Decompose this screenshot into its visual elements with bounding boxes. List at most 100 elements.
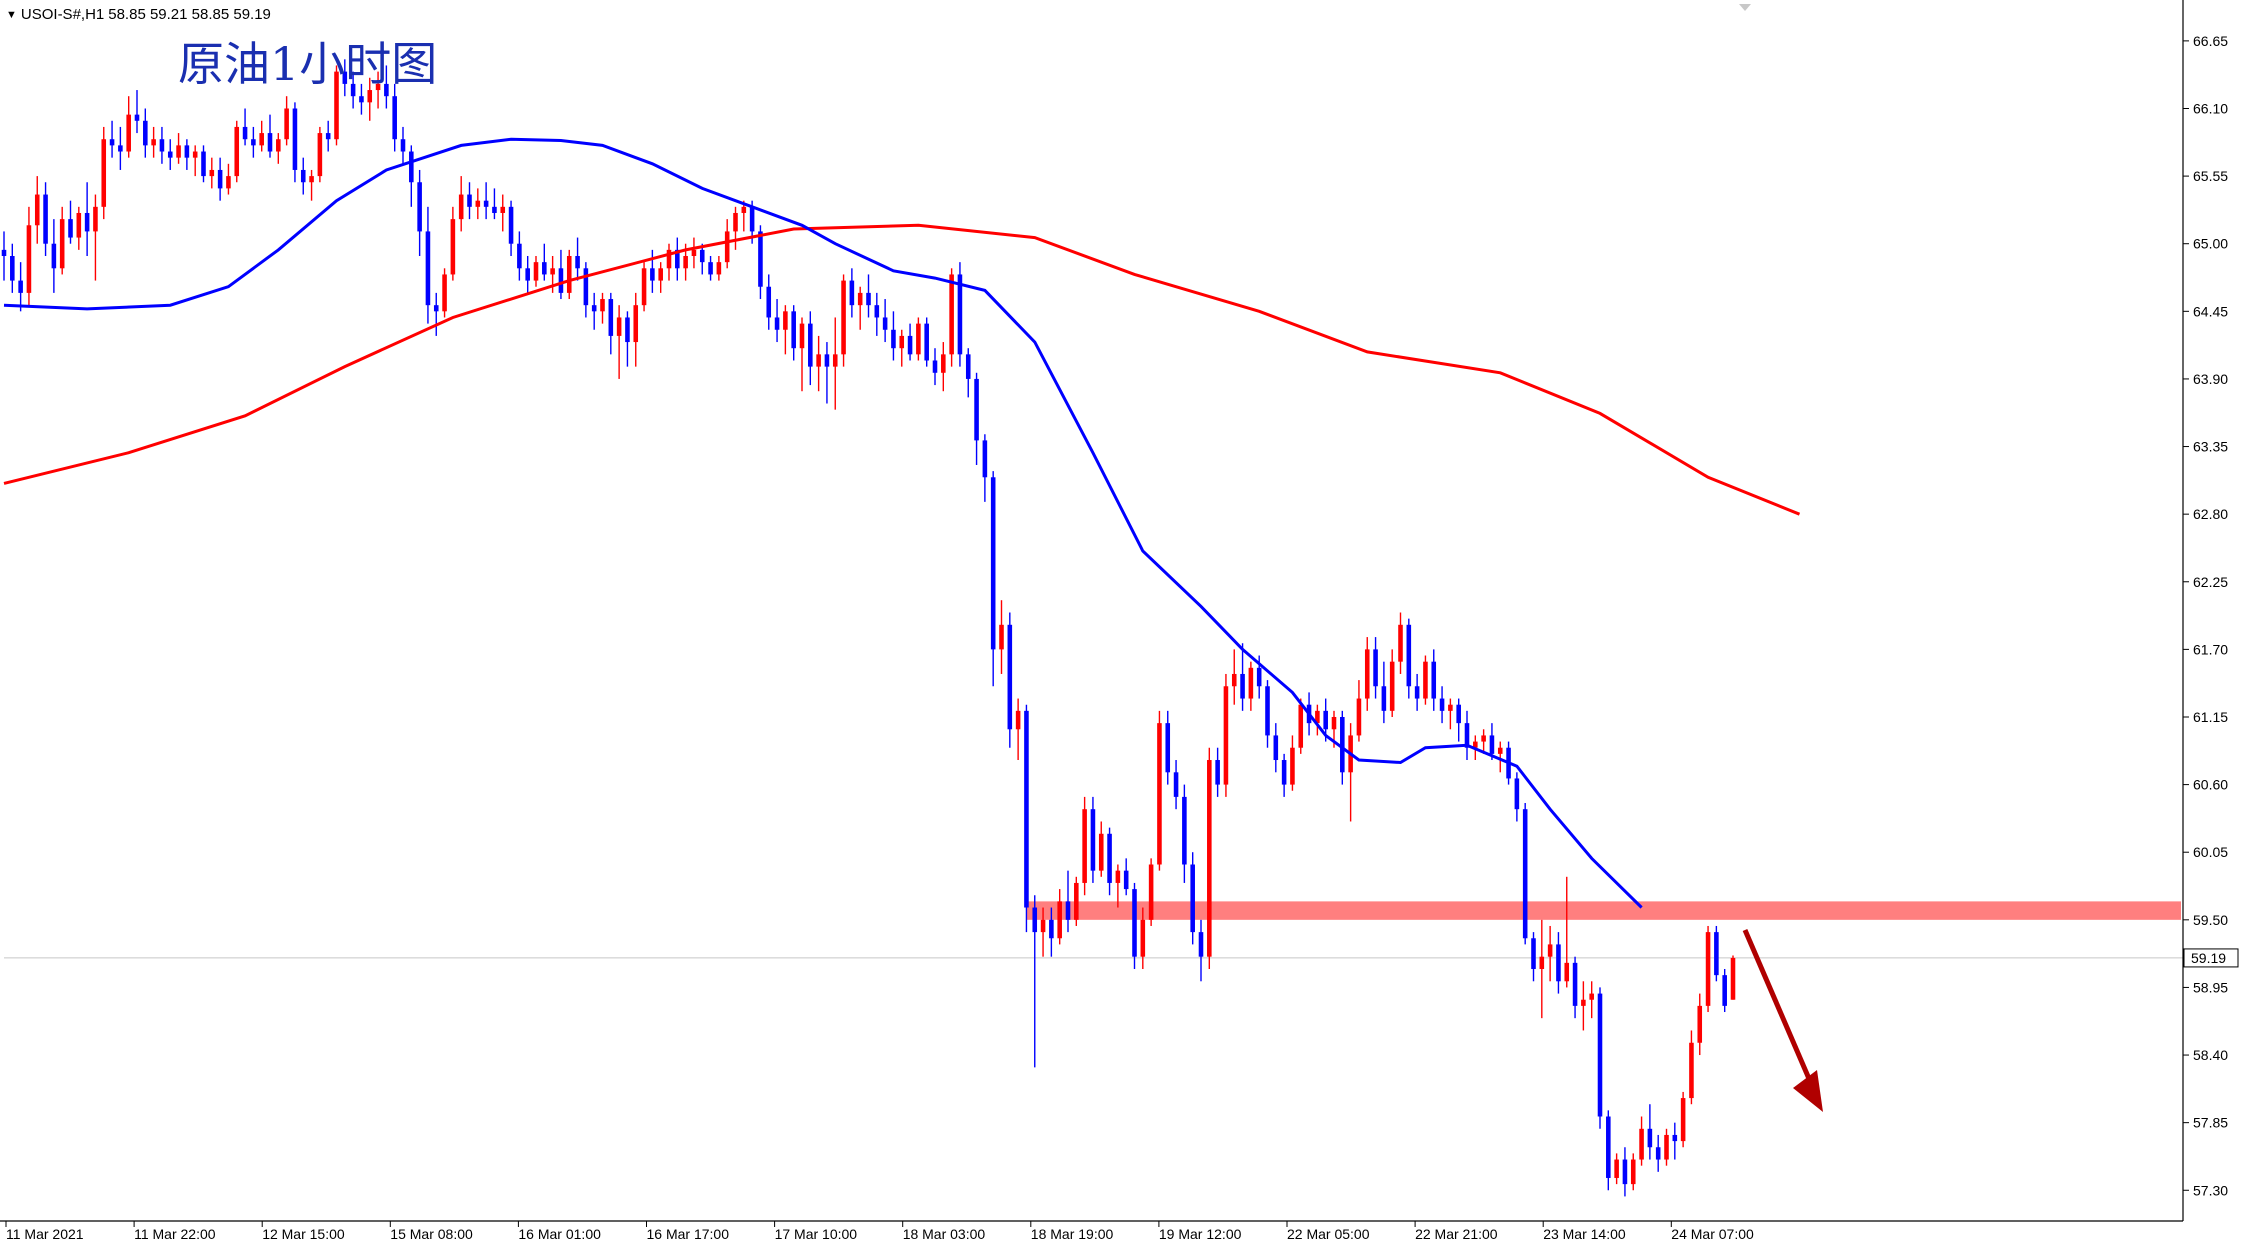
y-tick-label: 61.70 bbox=[2193, 641, 2228, 657]
y-tick-label: 57.85 bbox=[2193, 1115, 2228, 1131]
candle-body bbox=[1614, 1159, 1619, 1178]
candle-body bbox=[741, 206, 747, 213]
candle-body bbox=[1722, 975, 1727, 1006]
candle-body bbox=[384, 83, 389, 97]
candle-body bbox=[1672, 1134, 1678, 1142]
candle-body bbox=[774, 317, 780, 330]
candle-body bbox=[1248, 667, 1254, 699]
candle-body bbox=[458, 194, 464, 220]
candle-body bbox=[1032, 907, 1038, 933]
candle-body bbox=[1406, 624, 1412, 687]
candle-body bbox=[143, 120, 148, 146]
candle-body bbox=[475, 200, 481, 207]
candle-body bbox=[866, 292, 871, 306]
candle-body bbox=[999, 624, 1004, 650]
candle-body bbox=[1481, 735, 1486, 742]
candle-body bbox=[342, 71, 348, 84]
y-tick-label: 62.25 bbox=[2193, 574, 2228, 590]
candle-body bbox=[159, 139, 165, 152]
candle-body bbox=[799, 323, 805, 349]
candle-body bbox=[109, 139, 115, 146]
candle-body bbox=[101, 139, 107, 207]
candle-body bbox=[566, 256, 572, 293]
candle-body bbox=[1489, 735, 1495, 754]
candle-body bbox=[1381, 686, 1387, 711]
chart-title: 原油1小时图 bbox=[178, 37, 438, 91]
candle-body bbox=[134, 114, 140, 121]
candle-body bbox=[1630, 1159, 1636, 1185]
candle-body bbox=[359, 96, 364, 103]
candle-body bbox=[824, 354, 830, 367]
candle-body bbox=[350, 83, 356, 97]
candle-body bbox=[1015, 710, 1021, 730]
candle-body bbox=[816, 354, 821, 367]
candle-body bbox=[766, 286, 772, 318]
candle-body bbox=[1207, 760, 1212, 957]
candle-body bbox=[1132, 889, 1137, 957]
candle-body bbox=[1040, 919, 1046, 933]
current-price-label: 59.19 bbox=[2191, 950, 2226, 966]
candle-body bbox=[1331, 716, 1337, 730]
y-tick-label: 62.80 bbox=[2193, 506, 2228, 522]
chart-header: ▼ USOI-S#,H1 58.85 59.21 58.85 59.19 bbox=[6, 6, 271, 23]
candle-body bbox=[26, 225, 32, 293]
candle-body bbox=[251, 139, 256, 146]
y-tick-label: 58.40 bbox=[2193, 1047, 2228, 1063]
candle-body bbox=[791, 311, 796, 349]
candle-body bbox=[201, 151, 206, 177]
candle-body bbox=[259, 133, 264, 146]
candle-body bbox=[276, 139, 281, 152]
candle-body bbox=[325, 133, 331, 140]
candle-body bbox=[1448, 704, 1453, 711]
candle-body bbox=[724, 231, 730, 263]
candle-body bbox=[375, 83, 381, 91]
candle-body bbox=[633, 305, 639, 343]
candle-body bbox=[442, 274, 447, 312]
candle-body bbox=[857, 292, 863, 306]
candle-body bbox=[226, 176, 231, 189]
x-tick-label: 18 Mar 03:00 bbox=[903, 1226, 986, 1242]
candle-body bbox=[965, 354, 971, 379]
candle-body bbox=[1090, 809, 1096, 871]
candle-body bbox=[683, 256, 688, 269]
candle-body bbox=[1514, 778, 1520, 810]
collapse-triangle-icon[interactable]: ▼ bbox=[6, 8, 17, 21]
x-tick-label: 17 Mar 10:00 bbox=[775, 1226, 858, 1242]
candle-body bbox=[409, 151, 414, 183]
candle-body bbox=[675, 249, 680, 269]
candle-body bbox=[1315, 710, 1320, 724]
candle-body bbox=[1714, 932, 1719, 976]
candle-body bbox=[1689, 1042, 1694, 1099]
shift-marker-icon bbox=[1739, 4, 1751, 11]
candle-body bbox=[151, 139, 156, 146]
candle-body bbox=[591, 305, 597, 312]
candle-body bbox=[176, 145, 181, 158]
candle-body bbox=[1389, 661, 1395, 711]
candle-body bbox=[691, 249, 697, 257]
candle-body bbox=[1364, 649, 1370, 699]
candle-body bbox=[841, 280, 846, 355]
candle-body bbox=[699, 249, 705, 263]
candle-body bbox=[882, 317, 888, 330]
y-tick-label: 66.10 bbox=[2193, 100, 2228, 116]
candle-body bbox=[1556, 944, 1561, 982]
candle-body bbox=[891, 329, 896, 349]
candle-body bbox=[433, 305, 439, 312]
candle-body bbox=[234, 126, 240, 177]
y-tick-label: 63.90 bbox=[2193, 371, 2228, 387]
candle-body bbox=[1456, 704, 1461, 724]
candle-body bbox=[941, 354, 946, 373]
y-tick-label: 65.00 bbox=[2193, 236, 2228, 252]
candle-body bbox=[492, 206, 497, 213]
candle-body bbox=[832, 354, 838, 367]
resistance-zone-layer bbox=[4, 901, 2183, 959]
ohlc-values: 58.85 59.21 58.85 59.19 bbox=[108, 6, 271, 23]
candle-body bbox=[1074, 882, 1079, 920]
candle-body bbox=[1497, 747, 1503, 754]
candle-body bbox=[1431, 661, 1437, 699]
candle-body bbox=[874, 305, 880, 318]
symbol-timeframe: USOI-S#,H1 bbox=[20, 6, 105, 23]
candle-body bbox=[209, 169, 215, 177]
